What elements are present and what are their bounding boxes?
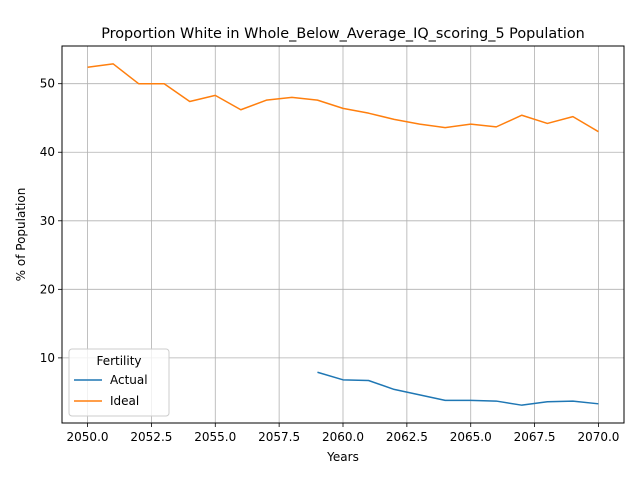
legend-label-actual: Actual xyxy=(110,373,148,387)
y-tick-label: 10 xyxy=(40,351,55,365)
series-line-ideal xyxy=(87,63,599,133)
x-tick-label: 2062.5 xyxy=(386,430,428,444)
chart-title: Proportion White in Whole_Below_Average_… xyxy=(101,26,585,42)
y-tick-label: 50 xyxy=(40,77,55,91)
x-tick-label: 2065.0 xyxy=(450,430,492,444)
x-tick-label: 2050.0 xyxy=(67,430,109,444)
legend-title: Fertility xyxy=(96,354,141,368)
x-axis-ticks: 2050.0 2052.5 2055.0 2057.5 2060.0 2062.5 2065… xyxy=(67,423,619,444)
x-axis-label: Years xyxy=(326,450,359,464)
legend: Fertility Actual Ideal xyxy=(68,348,170,417)
x-tick-label: 2060.0 xyxy=(322,430,364,444)
y-axis-label: % of Population xyxy=(14,188,28,282)
y-tick-label: 40 xyxy=(40,145,55,159)
series-line-actual xyxy=(317,371,599,406)
series-layer xyxy=(87,63,599,406)
legend-box xyxy=(68,348,170,417)
y-axis-ticks: 10 20 30 40 50 xyxy=(40,77,62,365)
y-tick-label: 20 xyxy=(40,282,55,296)
grid-lines xyxy=(62,46,624,423)
x-tick-label: 2067.5 xyxy=(514,430,556,444)
x-tick-label: 2055.0 xyxy=(194,430,236,444)
y-tick-label: 30 xyxy=(40,214,55,228)
x-tick-label: 2070.0 xyxy=(577,430,619,444)
x-tick-label: 2052.5 xyxy=(130,430,172,444)
x-tick-label: 2057.5 xyxy=(258,430,300,444)
legend-label-ideal: Ideal xyxy=(110,394,139,408)
